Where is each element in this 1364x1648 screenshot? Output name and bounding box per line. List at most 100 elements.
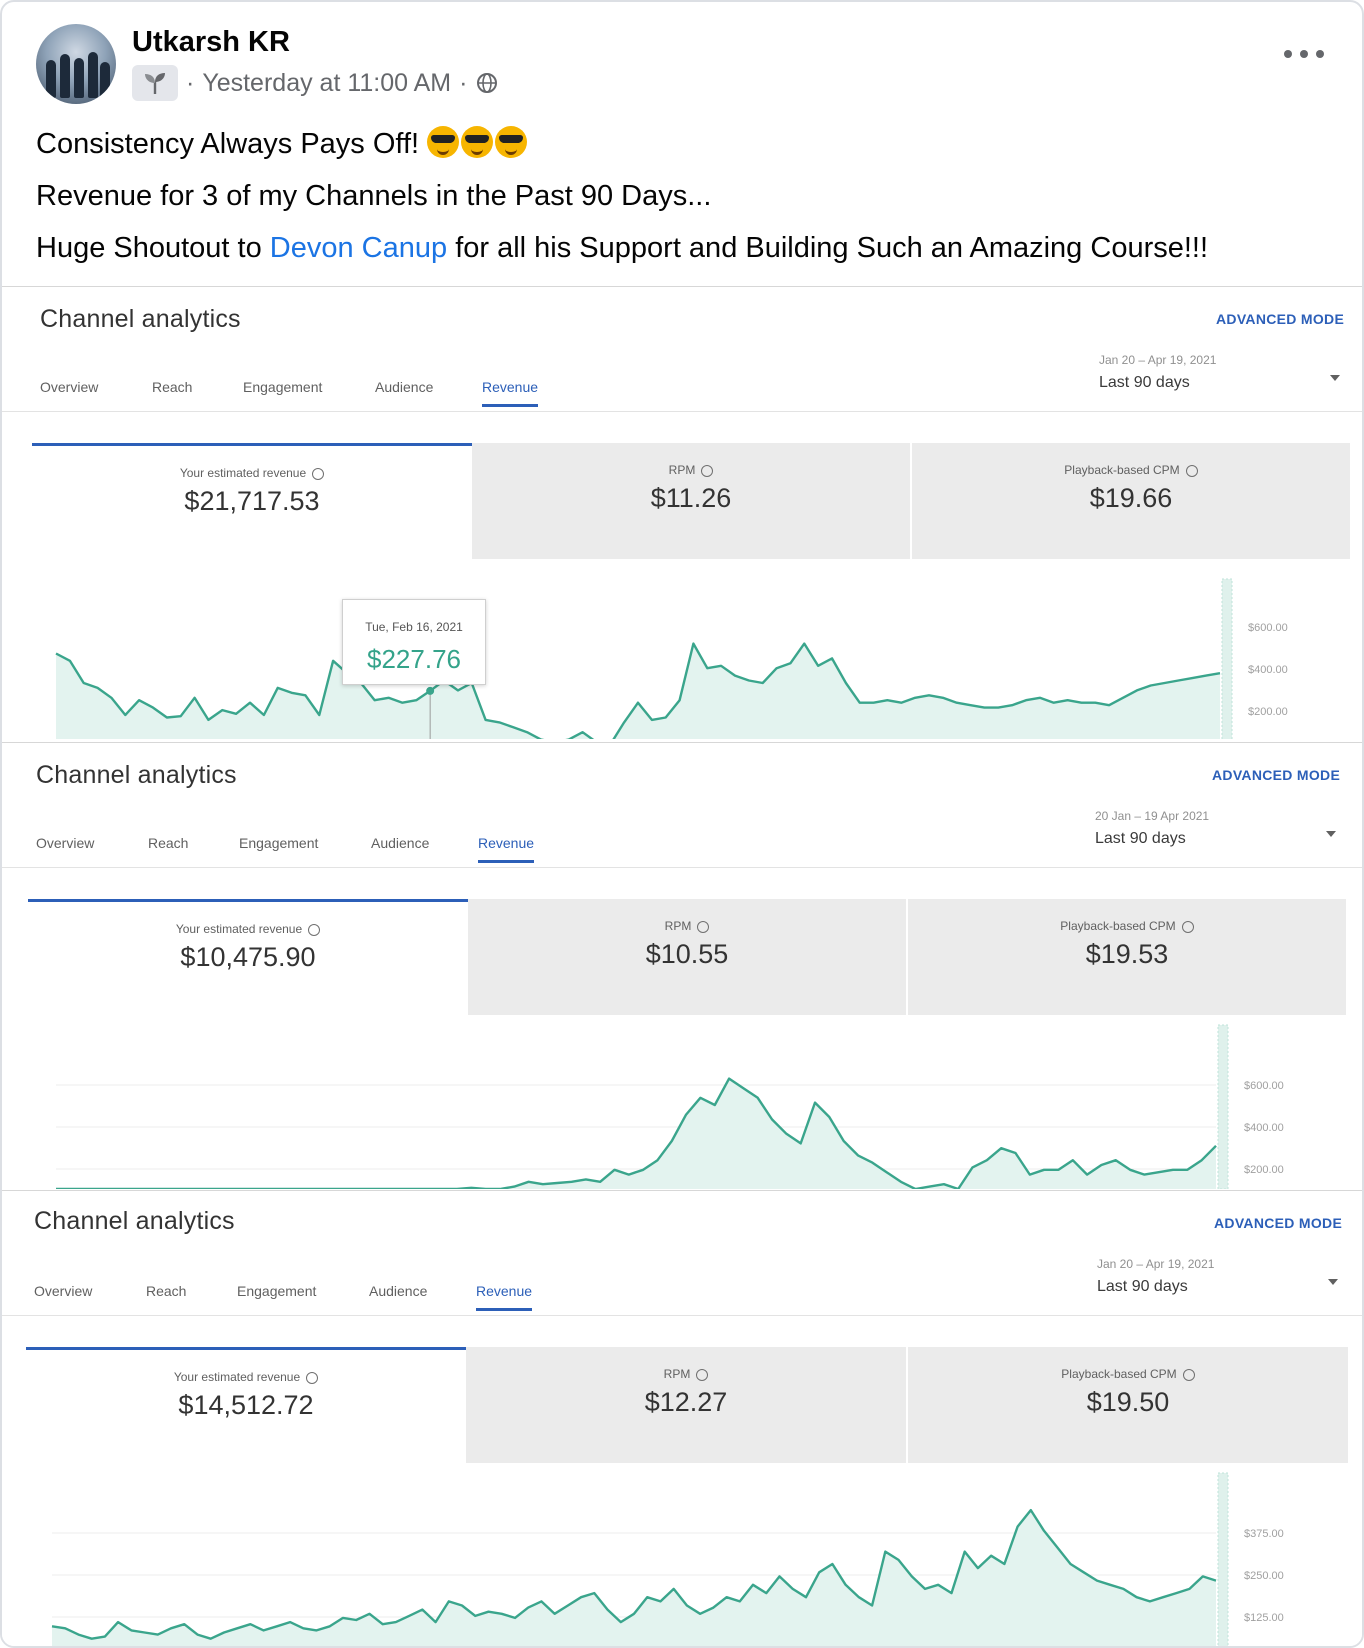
tab-bar: Overview Reach Engagement Audience Reven…: [40, 379, 539, 407]
advanced-mode-button[interactable]: ADVANCED MODE: [1216, 311, 1345, 327]
tab-revenue[interactable]: Revenue: [482, 379, 539, 407]
metric-label: Your estimated revenue: [179, 466, 307, 480]
metric-card-revenue[interactable]: Your estimated revenue $21,717.53: [32, 443, 472, 562]
tab-overview[interactable]: Overview: [34, 1283, 93, 1299]
info-icon[interactable]: [701, 465, 714, 477]
y-tick-label: $400.00: [1248, 664, 1288, 676]
post-meta: · Yesterday at 11:00 AM ·: [132, 64, 499, 102]
metric-card-rpm[interactable]: RPM $12.27: [466, 1347, 906, 1463]
chevron-down-icon[interactable]: [1328, 1279, 1338, 1285]
tab-overview[interactable]: Overview: [40, 379, 99, 395]
tab-engagement[interactable]: Engagement: [239, 835, 319, 851]
tab-divider: [2, 867, 1362, 868]
y-tick-label: $600.00: [1244, 1080, 1284, 1092]
tab-reach[interactable]: Reach: [148, 835, 189, 851]
metric-card-cpm[interactable]: Playback-based CPM $19.50: [908, 1347, 1348, 1463]
metric-card-cpm[interactable]: Playback-based CPM $19.53: [908, 899, 1346, 1015]
metric-card-revenue[interactable]: Your estimated revenue $10,475.90: [28, 899, 468, 1018]
period-select[interactable]: Last 90 days: [1095, 830, 1186, 847]
globe-icon: [477, 73, 498, 93]
date-range: Jan 20 – Apr 19, 2021: [1097, 1257, 1215, 1271]
mention-link[interactable]: Devon Canup: [269, 232, 448, 264]
y-tick-label: $200.00: [1248, 706, 1288, 718]
tooltip-date: Tue, Feb 16, 2021: [365, 620, 463, 634]
metric-value: $12.27: [644, 1387, 728, 1417]
today-marker: [1221, 578, 1233, 739]
advanced-mode-button[interactable]: ADVANCED MODE: [1214, 1215, 1343, 1231]
hover-point: [426, 686, 435, 695]
more-options-icon[interactable]: [1284, 42, 1324, 66]
period-select[interactable]: Last 90 days: [1099, 374, 1190, 391]
metric-value: $19.50: [1086, 1387, 1170, 1417]
chart-line: [55, 642, 1221, 739]
tab-audience[interactable]: Audience: [371, 835, 430, 851]
info-icon[interactable]: [697, 921, 710, 933]
tooltip-value: $227.76: [367, 644, 461, 674]
tab-divider: [2, 411, 1362, 412]
post-line-3: Huge Shoutout to Devon Canup for all his…: [36, 232, 1209, 264]
info-icon[interactable]: [1185, 465, 1198, 477]
today-marker: [1217, 1472, 1229, 1646]
tab-revenue[interactable]: Revenue: [478, 835, 535, 863]
sunglasses-emoji-icon: [495, 126, 528, 158]
y-tick-label: $600.00: [1248, 622, 1288, 634]
metric-label: Playback-based CPM: [1060, 919, 1176, 933]
advanced-mode-button[interactable]: ADVANCED MODE: [1212, 767, 1341, 783]
info-icon[interactable]: [312, 468, 325, 480]
panel-title: Channel analytics: [36, 761, 237, 789]
tab-bar: Overview Reach Engagement Audience Reven…: [34, 1283, 533, 1311]
info-icon[interactable]: [696, 1369, 709, 1381]
metric-label: Your estimated revenue: [175, 922, 303, 936]
chart-area: [56, 643, 1220, 739]
chart-line: [51, 1508, 1217, 1640]
chart-area: [56, 1078, 1216, 1189]
sunglasses-emoji-icon: [461, 126, 494, 158]
metric-label: RPM: [668, 463, 696, 477]
analytics-panel-2: Channel analytics ADVANCED MODE 20 Jan –…: [2, 742, 1362, 1189]
chart-line: [56, 1077, 1217, 1189]
date-range: 20 Jan – 19 Apr 2021: [1095, 809, 1210, 823]
revenue-chart: $600.00 $400.00 $200.00: [55, 578, 1288, 739]
meta-separator-2: ·: [459, 68, 468, 97]
revenue-chart: $375.00 $250.00 $125.00: [51, 1472, 1284, 1646]
tab-reach[interactable]: Reach: [146, 1283, 187, 1299]
panel-title: Channel analytics: [40, 305, 241, 333]
metric-card-rpm[interactable]: RPM $10.55: [468, 899, 906, 1015]
chart-tooltip: Tue, Feb 16, 2021 $227.76: [342, 599, 486, 685]
info-icon[interactable]: [1181, 921, 1194, 933]
tab-engagement[interactable]: Engagement: [237, 1283, 317, 1299]
tab-overview[interactable]: Overview: [36, 835, 95, 851]
revenue-chart: $600.00 $400.00 $200.00: [56, 1024, 1284, 1189]
tab-reach[interactable]: Reach: [152, 379, 193, 395]
metric-value: $21,717.53: [184, 486, 320, 516]
metric-card-revenue[interactable]: Your estimated revenue $14,512.72: [26, 1347, 466, 1466]
metric-label: Playback-based CPM: [1061, 1367, 1177, 1381]
post-line-1: Consistency Always Pays Off!: [36, 118, 1208, 170]
post-timestamp[interactable]: Yesterday at 11:00 AM: [202, 68, 452, 97]
chevron-down-icon[interactable]: [1326, 831, 1336, 837]
info-icon[interactable]: [306, 1372, 319, 1384]
chart-area: [52, 1510, 1216, 1646]
y-tick-label: $125.00: [1244, 1612, 1284, 1624]
analytics-panel-1: Channel analytics ADVANCED MODE Jan 20 –…: [2, 286, 1362, 739]
period-select[interactable]: Last 90 days: [1097, 1278, 1188, 1295]
tab-revenue[interactable]: Revenue: [476, 1283, 533, 1311]
tab-engagement[interactable]: Engagement: [243, 379, 323, 395]
today-marker: [1217, 1024, 1229, 1189]
seedling-badge-icon: [132, 65, 178, 101]
metric-label: RPM: [663, 1367, 691, 1381]
tab-audience[interactable]: Audience: [369, 1283, 428, 1299]
tab-bar: Overview Reach Engagement Audience Reven…: [36, 835, 535, 863]
chevron-down-icon[interactable]: [1330, 375, 1340, 381]
metric-card-rpm[interactable]: RPM $11.26: [472, 443, 910, 559]
author-name[interactable]: Utkarsh KR: [132, 26, 290, 58]
metric-label: RPM: [664, 919, 692, 933]
author-avatar[interactable]: [36, 24, 116, 104]
panel-title: Channel analytics: [34, 1207, 235, 1235]
post-line-2: Revenue for 3 of my Channels in the Past…: [36, 180, 712, 212]
metric-card-cpm[interactable]: Playback-based CPM $19.66: [912, 443, 1350, 559]
info-icon[interactable]: [1182, 1369, 1195, 1381]
tab-audience[interactable]: Audience: [375, 379, 434, 395]
info-icon[interactable]: [308, 924, 321, 936]
